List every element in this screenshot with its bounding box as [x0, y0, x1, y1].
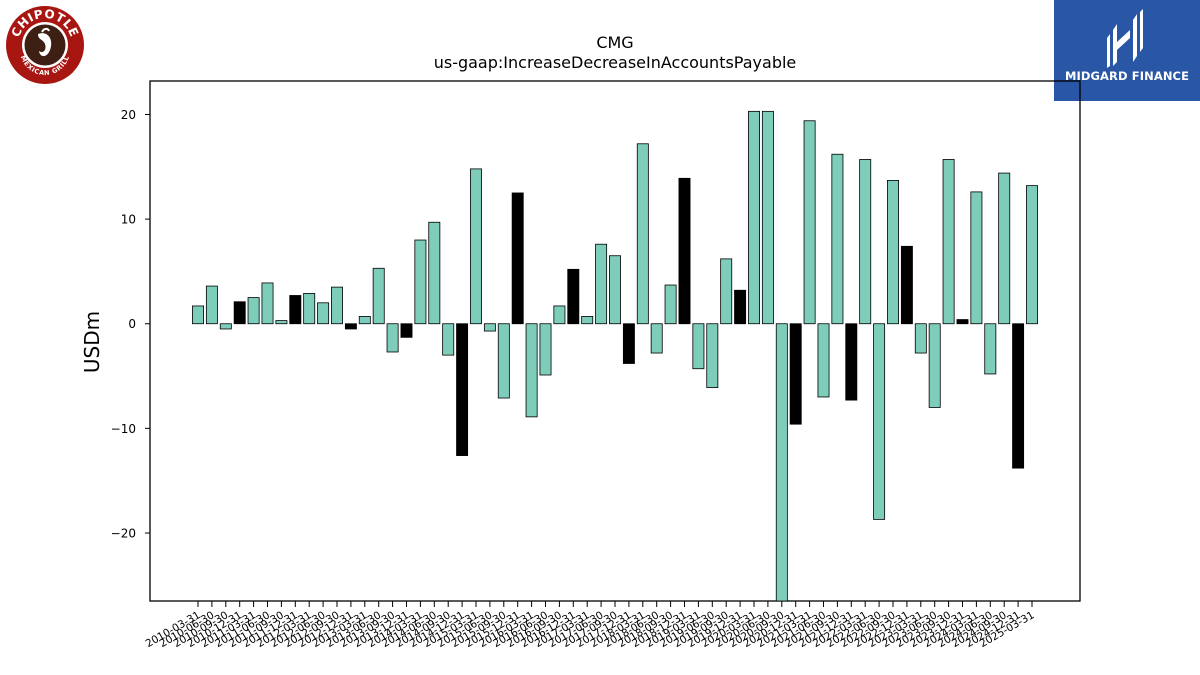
bar-2011-06-30 — [261, 282, 274, 325]
bar-2018-12-31 — [678, 177, 691, 325]
bar-2016-03-31 — [525, 323, 538, 418]
bar-2013-09-30 — [386, 323, 399, 353]
bar-2024-09-30 — [998, 172, 1011, 325]
bar-2025-03-31 — [1026, 185, 1038, 325]
bar-2023-12-31 — [956, 319, 969, 325]
y-tick-label: 0 — [128, 317, 136, 331]
bar-2020-06-30 — [761, 110, 774, 325]
bar-2012-12-31 — [344, 323, 357, 330]
bars — [192, 110, 1038, 602]
bar-2016-12-31 — [567, 268, 580, 325]
bar-2010-06-30 — [205, 285, 218, 325]
bar-2021-06-30 — [817, 323, 830, 398]
chart-title: CMG — [596, 33, 633, 52]
bar-2023-06-30 — [928, 323, 941, 408]
chart-subtitle: us-gaap:IncreaseDecreaseInAccountsPayabl… — [434, 53, 797, 72]
bar-2013-03-31 — [358, 316, 371, 325]
y-axis: −20 −10 0 10 20 — [111, 108, 150, 540]
bar-2021-09-30 — [831, 153, 844, 325]
bar-2014-03-31 — [414, 239, 427, 325]
bar-2020-03-31 — [748, 110, 760, 325]
bar-2017-03-31 — [581, 316, 594, 325]
bar-2012-03-31 — [303, 292, 316, 325]
y-tick-label: 10 — [121, 213, 136, 227]
bar-2019-06-30 — [706, 323, 719, 388]
bar-2024-03-31 — [970, 191, 983, 325]
bar-2017-12-31 — [622, 323, 635, 364]
bar-2018-06-30 — [650, 323, 663, 354]
bar-2024-06-30 — [984, 323, 997, 375]
y-tick-label: −10 — [111, 422, 136, 436]
bar-2010-09-30 — [219, 323, 232, 330]
bar-2015-09-30 — [497, 323, 510, 399]
bar-2016-06-30 — [539, 323, 552, 376]
bar-2022-06-30 — [873, 323, 886, 520]
bar-2012-09-30 — [331, 286, 343, 325]
bar-2021-03-31 — [803, 120, 816, 325]
y-tick-label: 20 — [121, 108, 136, 122]
bar-2020-09-30 — [775, 323, 788, 602]
midgard-finance-logo: MIDGARD FINANCE — [1054, 0, 1200, 101]
bar-2011-12-31 — [289, 295, 302, 325]
bar-2017-09-30 — [609, 255, 621, 325]
bar-2010-03-31 — [192, 305, 204, 325]
bar-2018-03-31 — [636, 143, 649, 325]
bar-2023-09-30 — [942, 159, 955, 325]
y-tick-label: −20 — [111, 526, 136, 540]
bar-2015-12-31 — [511, 192, 524, 325]
brand-name: MIDGARD FINANCE — [1064, 69, 1190, 83]
bar-2020-12-31 — [789, 323, 802, 425]
bar-2022-12-31 — [900, 245, 913, 325]
bar-2019-09-30 — [720, 258, 733, 325]
bar-2021-12-31 — [845, 323, 858, 401]
bar-2012-06-30 — [317, 302, 330, 325]
bar-2022-03-31 — [859, 159, 872, 325]
bar-2019-12-31 — [734, 289, 747, 325]
x-axis: 2010-03-312010-06-302010-09-302010-12-31… — [144, 601, 1037, 650]
bar-2014-12-31 — [456, 323, 469, 456]
chipotle-logo: CHIPOTLE MEXICAN GRILL — [4, 4, 86, 86]
bar-2022-09-30 — [887, 179, 899, 325]
bar-2015-03-31 — [470, 168, 482, 325]
bar-2013-12-31 — [400, 323, 413, 338]
bar-2014-06-30 — [428, 221, 441, 325]
bar-2014-09-30 — [442, 323, 455, 356]
bar-2017-06-30 — [595, 243, 608, 325]
bar-2010-12-31 — [233, 301, 246, 325]
bar-2019-03-31 — [692, 323, 705, 370]
bar-2013-06-30 — [372, 267, 385, 325]
bar-2011-03-31 — [247, 297, 260, 325]
bar-2023-03-31 — [914, 323, 927, 354]
bar-2016-09-30 — [553, 305, 566, 325]
bar-2011-09-30 — [275, 320, 288, 325]
bar-2018-09-30 — [664, 284, 677, 325]
bar-2024-12-31 — [1012, 323, 1025, 469]
y-axis-label: USDm — [80, 311, 104, 373]
bar-2015-06-30 — [483, 323, 496, 332]
